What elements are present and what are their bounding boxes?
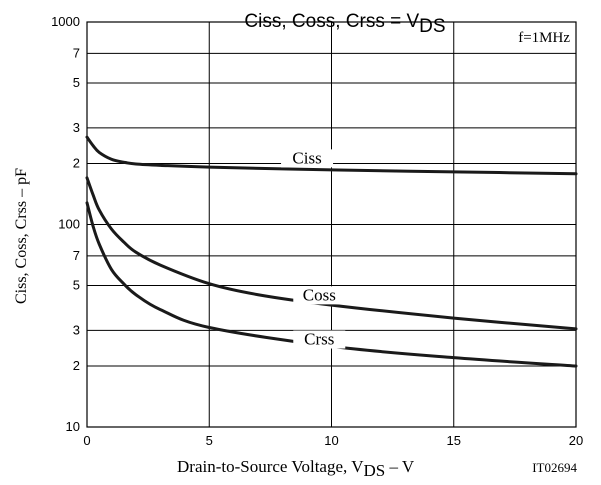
plot-frame xyxy=(86,21,577,428)
y-tick-label: 100 xyxy=(58,217,80,232)
y-tick-label: 3 xyxy=(73,120,80,135)
series-label-coss: Coss xyxy=(303,285,336,304)
chart-title-main: Ciss, Coss, Crss = V xyxy=(244,11,419,32)
series-labels: Ciss Coss Crss xyxy=(281,148,346,349)
y-tick-label: 2 xyxy=(73,156,80,171)
y-tick-label: 3 xyxy=(73,322,80,337)
chart-title-sub: DS xyxy=(419,16,445,37)
series-label-crss: Crss xyxy=(304,330,334,349)
x-axis-label-main: Drain-to-Source Voltage, V xyxy=(177,457,364,476)
series-line-crss xyxy=(85,201,578,368)
series-label-bg xyxy=(281,149,334,168)
figure-id: IT02694 xyxy=(532,460,577,475)
series-curves xyxy=(85,135,578,368)
x-tick-label: 20 xyxy=(569,433,583,448)
y-tick-label: 7 xyxy=(73,248,80,263)
chart-title: Ciss, Coss, Crss = VDS xyxy=(244,11,445,37)
y-tick-label: 5 xyxy=(73,75,80,90)
series-line-coss xyxy=(85,176,578,331)
frequency-annotation: f=1MHz xyxy=(518,30,570,46)
x-tick-label: 10 xyxy=(324,433,338,448)
series-label-bg xyxy=(293,330,346,349)
x-axis-label-unit: – V xyxy=(385,457,415,476)
y-tick-label: 7 xyxy=(73,45,80,60)
series-label-ciss: Ciss xyxy=(292,148,321,167)
x-tick-label: 0 xyxy=(83,433,90,448)
y-tick-label: 1000 xyxy=(51,14,80,29)
x-tick-label: 15 xyxy=(447,433,461,448)
y-tick-label: 2 xyxy=(73,358,80,373)
y-tick-label: 10 xyxy=(66,419,80,434)
grid xyxy=(86,21,577,428)
y-axis-label: Ciss, Coss, Crss – pF xyxy=(13,168,30,304)
tick-labels: 0 5 10 15 20 10 2 3 5 7 100 2 3 5 7 1000 xyxy=(51,14,583,448)
series-label-bg xyxy=(293,286,346,305)
x-axis-label-sub: DS xyxy=(364,461,386,480)
x-tick-label: 5 xyxy=(206,433,213,448)
y-tick-label: 5 xyxy=(73,277,80,292)
x-axis-label: Drain-to-Source Voltage, VDS – V xyxy=(177,457,415,480)
series-line-ciss xyxy=(85,135,578,176)
